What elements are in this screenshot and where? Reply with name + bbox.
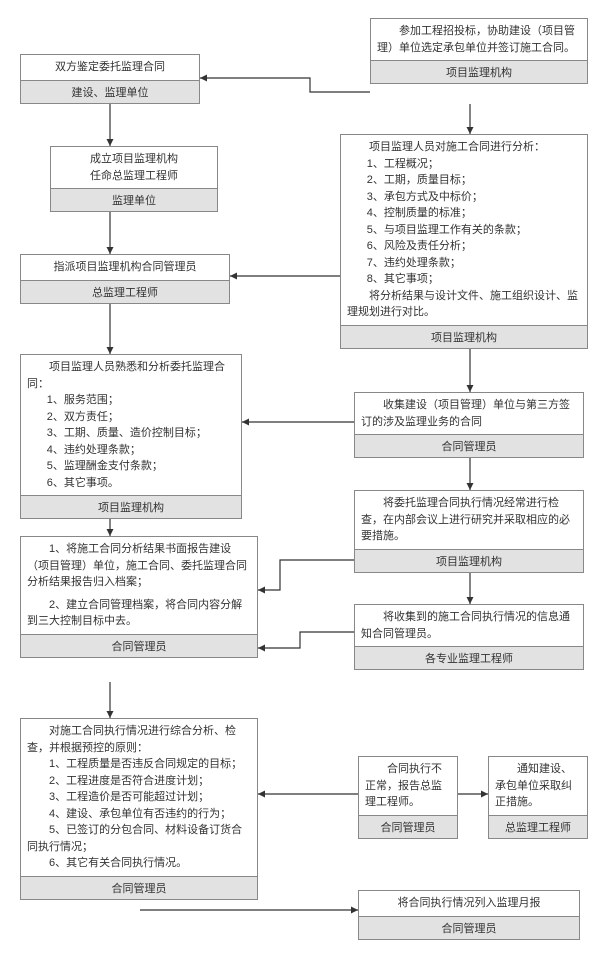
node-entrust-contract: 双方鉴定委托监理合同 建设、监理单位 xyxy=(20,54,200,104)
node-body: 1、将施工合同分析结果书面报告建设（项目管理）单位，施工合同、委托监理合同分析结… xyxy=(21,537,257,634)
item-1: 1、服务范围； xyxy=(27,392,235,409)
item-4: 4、控制质量的标准； xyxy=(347,205,581,222)
node-monthly-report: 将合同执行情况列入监理月报 合同管理员 xyxy=(358,890,580,940)
node-footer: 合同管理员 xyxy=(355,434,583,457)
node-title: 合同执行不正常，报告总监理工程师。 xyxy=(359,757,457,815)
node-body: 对施工合同执行情况进行综合分析、检查，并根据预控的原则： 1、工程质量是否违反合… xyxy=(21,719,257,876)
node-title: 参加工程招投标，协助建设（项目管理）单位选定承包单位并签订施工合同。 xyxy=(371,19,587,60)
item-2: 2、双方责任； xyxy=(27,409,235,426)
node-correction-notice: 通知建设、承包单位采取纠正措施。 总监理工程师 xyxy=(488,756,588,839)
node-footer: 合同管理员 xyxy=(21,876,257,899)
node-bidding: 参加工程招投标，协助建设（项目管理）单位选定承包单位并签订施工合同。 项目监理机… xyxy=(370,18,588,84)
node-footer: 总监理工程师 xyxy=(489,815,587,838)
node-title: 项目监理人员对施工合同进行分析： xyxy=(347,139,581,156)
node-notify-admin: 将收集到的施工合同执行情况的信息通知合同管理员。 各专业监理工程师 xyxy=(354,604,584,670)
item-8: 8、其它事项； xyxy=(347,271,581,288)
node-footer: 合同管理员 xyxy=(359,815,457,838)
node-comprehensive-analysis: 对施工合同执行情况进行综合分析、检查，并根据预控的原则： 1、工程质量是否违反合… xyxy=(20,718,258,900)
item-6: 6、风险及责任分析； xyxy=(347,238,581,255)
item-2: 2、工程进度是否符合进度计划； xyxy=(27,773,251,790)
node-tail: 将分析结果与设计文件、施工组织设计、监理规划进行对比。 xyxy=(347,288,581,321)
para-2: 2、建立合同管理档案，将合同内容分解到三大控制目标中去。 xyxy=(27,597,251,630)
para-1: 1、将施工合同分析结果书面报告建设（项目管理）单位，施工合同、委托监理合同分析结… xyxy=(27,541,251,591)
node-title: 双方鉴定委托监理合同 xyxy=(21,55,199,80)
node-title: 通知建设、承包单位采取纠正措施。 xyxy=(489,757,587,815)
line-1: 成立项目监理机构 xyxy=(57,151,211,168)
node-report-archive: 1、将施工合同分析结果书面报告建设（项目管理）单位，施工合同、委托监理合同分析结… xyxy=(20,536,258,658)
node-title: 项目监理人员熟悉和分析委托监理合同： xyxy=(27,359,235,392)
item-3: 3、工期、质量、造价控制目标； xyxy=(27,425,235,442)
node-title: 收集建设（项目管理）单位与第三方签订的涉及监理业务的合同 xyxy=(355,393,583,434)
node-analyze-construction-contract: 项目监理人员对施工合同进行分析： 1、工程概况； 2、工期，质量目标； 3、承包… xyxy=(340,134,588,349)
node-body: 成立项目监理机构 任命总监理工程师 xyxy=(51,147,217,188)
node-footer: 总监理工程师 xyxy=(21,280,229,303)
item-5: 5、监理酬金支付条款； xyxy=(27,458,235,475)
item-4: 4、建设、承包单位有否违约的行为； xyxy=(27,806,251,823)
line-2: 任命总监理工程师 xyxy=(57,168,211,185)
node-footer: 项目监理机构 xyxy=(355,549,583,572)
item-4: 4、违约处理条款； xyxy=(27,442,235,459)
item-1: 1、工程质量是否违反合同规定的目标； xyxy=(27,756,251,773)
node-footer: 合同管理员 xyxy=(21,634,257,657)
node-footer: 项目监理机构 xyxy=(371,60,587,83)
node-title: 将合同执行情况列入监理月报 xyxy=(359,891,579,916)
node-body: 项目监理人员对施工合同进行分析： 1、工程概况； 2、工期，质量目标； 3、承包… xyxy=(341,135,587,325)
node-footer: 监理单位 xyxy=(51,188,217,211)
node-establish-org: 成立项目监理机构 任命总监理工程师 监理单位 xyxy=(50,146,218,212)
item-2: 2、工期，质量目标； xyxy=(347,172,581,189)
item-1: 1、工程概况； xyxy=(347,156,581,173)
node-analyze-entrust-contract: 项目监理人员熟悉和分析委托监理合同： 1、服务范围； 2、双方责任； 3、工期、… xyxy=(20,354,242,519)
node-body: 项目监理人员熟悉和分析委托监理合同： 1、服务范围； 2、双方责任； 3、工期、… xyxy=(21,355,241,495)
node-footer: 项目监理机构 xyxy=(21,495,241,518)
item-6: 6、其它有关合同执行情况。 xyxy=(27,855,251,872)
item-5: 5、已签订的分包合同、材料设备订货合同执行情况； xyxy=(27,822,251,855)
node-footer: 各专业监理工程师 xyxy=(355,646,583,669)
node-title: 指派项目监理机构合同管理员 xyxy=(21,255,229,280)
node-abnormal-report: 合同执行不正常，报告总监理工程师。 合同管理员 xyxy=(358,756,458,839)
node-footer: 建设、监理单位 xyxy=(21,80,199,103)
node-title: 对施工合同执行情况进行综合分析、检查，并根据预控的原则： xyxy=(27,723,251,756)
node-footer: 项目监理机构 xyxy=(341,325,587,348)
node-assign-admin: 指派项目监理机构合同管理员 总监理工程师 xyxy=(20,254,230,304)
node-footer: 合同管理员 xyxy=(359,916,579,939)
item-5: 5、与项目监理工作有关的条款； xyxy=(347,222,581,239)
node-collect-contracts: 收集建设（项目管理）单位与第三方签订的涉及监理业务的合同 合同管理员 xyxy=(354,392,584,458)
item-7: 7、违约处理条款； xyxy=(347,255,581,272)
node-review-execution: 将委托监理合同执行情况经常进行检查，在内部会议上进行研究并采取相应的必要措施。 … xyxy=(354,490,584,573)
node-title: 将委托监理合同执行情况经常进行检查，在内部会议上进行研究并采取相应的必要措施。 xyxy=(355,491,583,549)
node-title: 将收集到的施工合同执行情况的信息通知合同管理员。 xyxy=(355,605,583,646)
item-3: 3、工程造价是否可能超过计划； xyxy=(27,789,251,806)
item-6: 6、其它事项。 xyxy=(27,475,235,492)
item-3: 3、承包方式及中标价； xyxy=(347,189,581,206)
